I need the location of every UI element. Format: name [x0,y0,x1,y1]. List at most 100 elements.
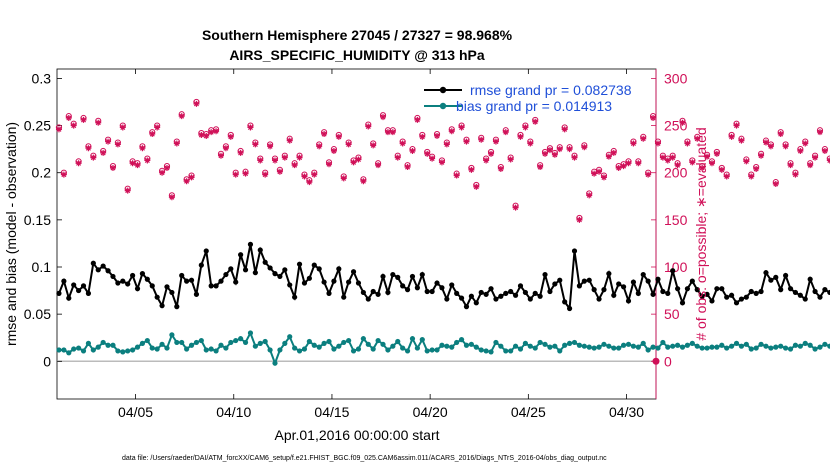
bias-point [571,339,578,346]
obs-evaluated-point [605,153,612,160]
rmse-point [512,292,519,298]
rmse-point [414,285,420,291]
rmse-line [58,244,830,312]
obs-zero-marker [652,357,660,365]
y-tick-label: 0.05 [24,306,51,322]
obs-evaluated-point [600,174,607,181]
obs-evaluated-point [566,146,573,153]
rmse-point [139,271,146,277]
rmse-point [684,286,691,292]
bias-point [120,349,126,355]
bias-point [522,340,528,346]
obs-evaluated-point [208,129,215,136]
rmse-point [336,266,342,272]
obs-evaluated-point [708,160,715,167]
obs-evaluated-point [478,136,485,143]
chart-title: Southern Hemisphere 27045 / 27327 = 98.9… [202,27,513,43]
rmse-point [616,281,622,287]
obs-evaluated-point [168,194,175,201]
obs-evaluated-point [620,163,627,170]
rmse-point [650,291,656,297]
bias-point [301,346,308,352]
obs-evaluated-point [355,156,362,163]
bias-point [552,343,558,349]
bias-point [640,340,646,346]
obs-evaluated-point [404,164,411,171]
obs-evaluated-point [227,133,234,140]
obs-evaluated-point [281,154,288,161]
rmse-point [198,262,204,268]
rmse-point [822,287,828,293]
obs-evaluated-point [797,148,804,155]
obs-evaluated-point [409,148,416,155]
rmse-point [306,275,312,281]
bias-point [675,342,681,348]
rmse-point [120,278,126,284]
rmse-point [71,282,77,288]
bias-point [375,337,381,344]
bias-point [684,342,691,348]
bias-point [532,345,538,351]
rmse-point [365,296,371,302]
rmse-point [184,278,190,284]
obs-evaluated-point [370,142,377,149]
bias-point [738,343,745,349]
rmse-point [665,290,671,296]
obs-evaluated-point [532,118,539,125]
rmse-point [640,271,646,278]
bias-point [292,345,298,351]
bias-point [105,342,111,348]
rmse-point [193,291,200,297]
obs-evaluated-point [70,122,77,129]
obs-evaluated-point [738,137,745,144]
bias-point [611,345,617,351]
obs-evaluated-point [434,132,441,139]
bias-point [316,344,322,350]
bias-point [468,341,474,347]
bias-point [242,339,249,346]
rmse-point [233,279,239,285]
bias-point [238,336,244,342]
obs-evaluated-point [453,172,460,179]
rmse-point [778,287,784,293]
bias-point [508,348,514,354]
x-tick-label: 04/05 [118,404,153,420]
rmse-point [468,293,474,299]
bias-point [463,342,470,348]
bias-point [719,342,725,348]
bias-point [439,342,445,348]
obs-evaluated-point [232,171,239,178]
rmse-point [562,299,568,305]
obs-evaluated-point [173,140,180,147]
rmse-point [787,286,794,292]
bias-point [272,360,278,366]
bias-point [596,344,602,350]
rmse-point [586,277,592,283]
chart-subtitle: AIRS_SPECIFIC_HUMIDITY @ 313 hPa [229,47,485,63]
rmse-point [85,290,92,296]
obs-evaluated-point [213,128,220,135]
legend-bias-marker [439,102,447,110]
bias-point [144,337,150,344]
rmse-point [149,283,155,289]
bias-point [385,347,391,353]
obs-evaluated-point [438,159,445,166]
bias-point [458,337,465,343]
obs-evaluated-point [645,171,652,178]
rmse-point [552,281,558,287]
rmse-point [601,287,607,293]
rmse-point [144,276,150,282]
bias-point [326,338,332,345]
obs-evaluated-point [659,154,666,161]
bias-point [336,343,342,349]
bias-point [517,346,524,352]
obs-evaluated-point [345,141,352,148]
bias-point [257,340,263,346]
rmse-point [743,294,749,300]
bias-point [296,348,303,354]
bias-point [139,340,146,346]
rmse-point [655,276,661,282]
obs-evaluated-point [424,150,431,157]
bias-point [223,345,229,351]
rmse-point [125,281,131,287]
